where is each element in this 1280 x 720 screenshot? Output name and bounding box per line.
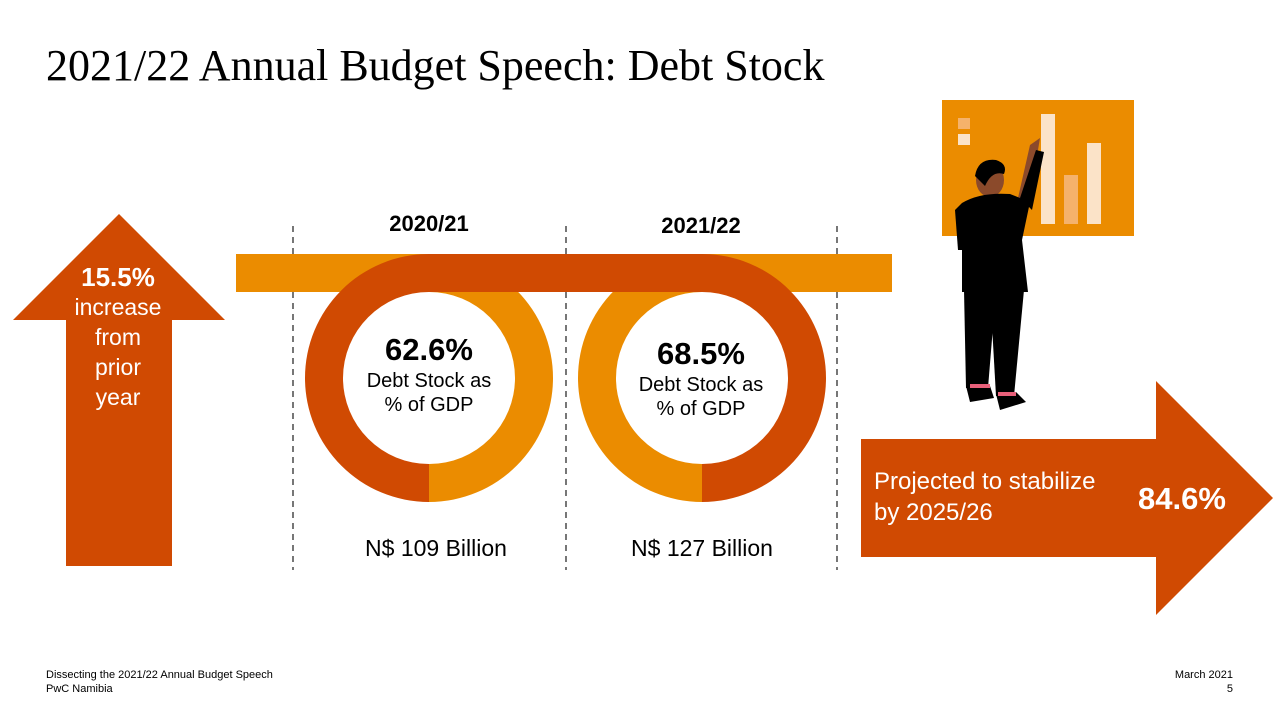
projection-line-2: by 2025/26	[874, 499, 993, 526]
board-square-1	[958, 118, 970, 129]
projection-arrow	[861, 381, 1273, 615]
ring-connector	[429, 254, 702, 292]
ring-text-2020-21: 62.6% Debt Stock as % of GDP	[344, 331, 514, 417]
slide-title: 2021/22 Annual Budget Speech: Debt Stock	[46, 41, 825, 90]
ring-text-2021-22: 68.5% Debt Stock as % of GDP	[616, 335, 786, 421]
ring-2021-22	[578, 254, 826, 502]
presenter-figure	[955, 138, 1044, 410]
board-bar-3	[1087, 143, 1101, 224]
footer-presentation-title: Dissecting the 2021/22 Annual Budget Spe…	[46, 669, 273, 681]
debt-amount-2020-21: N$ 109 Billion	[365, 535, 507, 561]
footer-right: March 2021 5	[1175, 668, 1233, 696]
footer-date: March 2021	[1174, 669, 1233, 681]
debt-amount-2021-22: N$ 127 Billion	[631, 535, 773, 561]
board-bar-2	[1064, 175, 1078, 224]
year-label-2021-22: 2021/22	[661, 213, 741, 238]
debt-desc-2021-22-line2: % of GDP	[656, 398, 746, 420]
debt-percent-2021-22: 68.5%	[657, 336, 745, 371]
increase-value: 15.5%	[81, 262, 155, 292]
increase-line-2: from	[95, 324, 141, 350]
increase-arrow	[13, 214, 225, 566]
projection-value: 84.6%	[1138, 481, 1226, 516]
debt-percent-2020-21: 62.6%	[385, 332, 473, 367]
year-label-2020-21: 2020/21	[389, 211, 469, 236]
footer-page-number: 5	[1226, 683, 1233, 695]
debt-desc-2020-21-line2: % of GDP	[384, 394, 474, 416]
arrow-up-shape	[13, 214, 225, 566]
debt-desc-2021-22-line1: Debt Stock as	[638, 374, 764, 396]
increase-line-4: year	[95, 384, 141, 410]
increase-line-1: increase	[74, 294, 162, 320]
footer-company: PwC Namibia	[46, 683, 113, 695]
presenter-illustration	[942, 100, 1134, 410]
increase-text: 15.5% increase from prior year	[50, 262, 186, 412]
footer-left: Dissecting the 2021/22 Annual Budget Spe…	[46, 668, 273, 696]
board-bar-1	[1041, 114, 1055, 224]
projection-text: Projected to stabilize by 2025/26	[874, 466, 1134, 528]
debt-desc-2020-21-line1: Debt Stock as	[366, 370, 492, 392]
projection-line-1: Projected to stabilize	[874, 468, 1096, 495]
board-square-2	[958, 134, 970, 145]
increase-line-3: prior	[94, 354, 141, 380]
ring-2020-21	[305, 254, 553, 502]
